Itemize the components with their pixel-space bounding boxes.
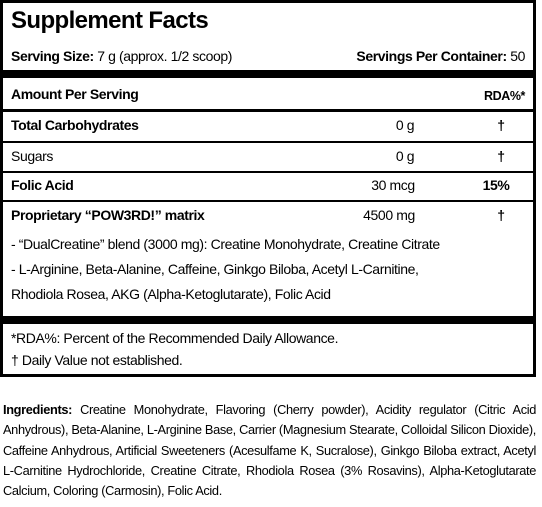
row-rda-proprietary-matrix: †: [497, 207, 505, 223]
servings-per-container-label: Servings Per Container:: [356, 48, 507, 64]
divider: [3, 141, 533, 143]
serving-size-label: Serving Size:: [11, 48, 94, 64]
rda-header: RDA%*: [483, 89, 525, 103]
footnote-rda: *RDA%: Percent of the Recommended Daily …: [11, 330, 339, 346]
row-rda-folic-acid: 15%: [482, 177, 510, 193]
blend-line: - “DualCreatine” blend (3000 mg): Creati…: [11, 236, 440, 252]
divider: [3, 109, 533, 112]
row-name-sugars: Sugars: [11, 148, 53, 164]
divider: [3, 171, 533, 173]
serving-size: Serving Size: 7 g (approx. 1/2 scoop): [11, 49, 232, 63]
servings-per-container-value: 50: [510, 48, 525, 64]
row-name-proprietary-matrix: Proprietary “POW3RD!” matrix: [11, 207, 205, 223]
panel-title: Supplement Facts: [11, 7, 209, 34]
row-amount-folic-acid: 30 mcg: [371, 177, 415, 193]
ingredients-text: Creatine Monohydrate, Flavoring (Cherry …: [3, 402, 536, 499]
row-rda-total-carbohydrates: †: [497, 117, 505, 133]
serving-size-value: 7 g (approx. 1/2 scoop): [97, 48, 232, 64]
supplement-facts-panel: Supplement Facts Serving Size: 7 g (appr…: [0, 0, 536, 377]
row-name-folic-acid: Folic Acid: [11, 177, 74, 193]
ingredients-paragraph: Ingredients: Creatine Monohydrate, Flavo…: [3, 400, 536, 501]
row-amount-sugars: 0 g: [395, 148, 415, 164]
footnote-dagger: † Daily Value not established.: [11, 352, 183, 368]
blend-line: Rhodiola Rosea, AKG (Alpha-Ketoglutarate…: [11, 286, 331, 302]
ingredients-label: Ingredients:: [3, 402, 73, 417]
servings-per-container: Servings Per Container: 50: [356, 49, 525, 63]
thick-divider: [3, 316, 533, 324]
row-amount-proprietary-matrix: 4500 mg: [363, 207, 415, 223]
thick-divider: [3, 70, 533, 78]
row-name-total-carbohydrates: Total Carbohydrates: [11, 117, 139, 133]
row-amount-total-carbohydrates: 0 g: [395, 117, 415, 133]
blend-line: - L-Arginine, Beta-Alanine, Caffeine, Gi…: [11, 261, 419, 277]
amount-per-serving-header: Amount Per Serving: [11, 86, 139, 102]
divider: [3, 200, 533, 202]
row-rda-sugars: †: [497, 148, 505, 164]
